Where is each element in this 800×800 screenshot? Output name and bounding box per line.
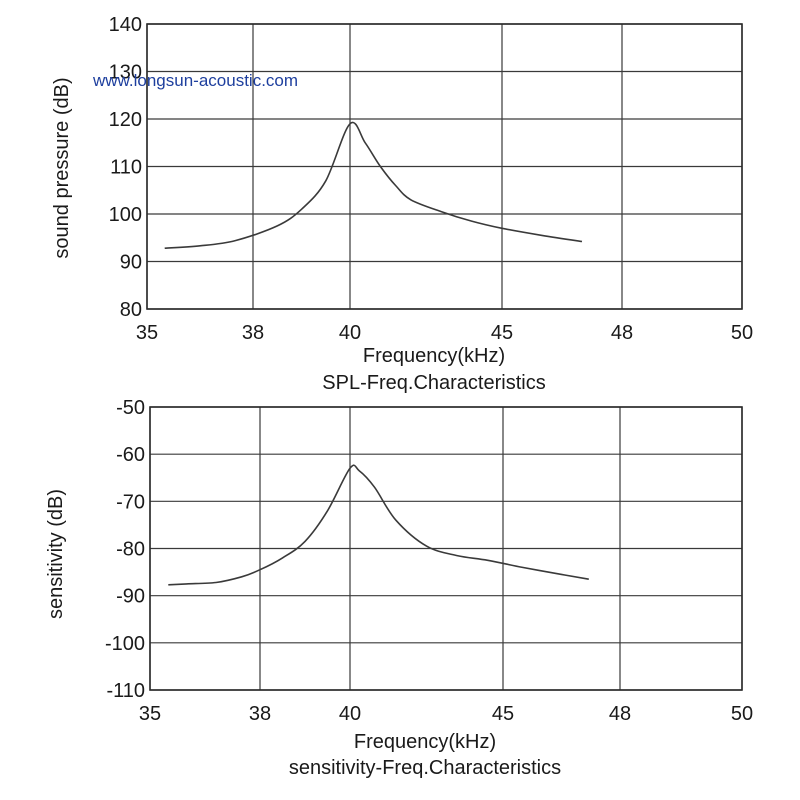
sensitivity-y-tick-label: -90 <box>116 586 145 608</box>
spl-x-ticks: 35 38 40 45 48 50 <box>136 322 753 344</box>
spl-y-ticks: 80 90 100 110 120 130 140 <box>109 14 142 321</box>
sensitivity-grid <box>149 406 743 691</box>
sensitivity-chart-title: sensitivity-Freq.Characteristics <box>289 757 561 779</box>
spl-chart: 35 38 40 45 48 50 80 90 100 110 120 130 140 Frequen… <box>51 14 753 394</box>
sensitivity-x-ticks: 35 38 40 45 48 50 <box>139 703 753 725</box>
spl-y-tick-label: 90 <box>120 252 142 274</box>
sensitivity-x-tick-label: 35 <box>139 703 161 725</box>
spl-y-axis-label: sound pressure (dB) <box>51 77 73 258</box>
sensitivity-chart: 35 38 40 45 48 50 -110 -100 -90 -80 -70 -60 -50 Fre… <box>45 397 753 779</box>
spl-y-tick-label: 110 <box>110 157 142 179</box>
spl-x-tick-label: 45 <box>491 322 513 344</box>
spl-y-tick-label: 80 <box>120 299 142 321</box>
spl-y-tick-label: 130 <box>109 62 142 84</box>
spl-x-tick-label: 50 <box>731 322 753 344</box>
spl-x-tick-label: 40 <box>339 322 361 344</box>
spl-x-tick-label: 35 <box>136 322 158 344</box>
sensitivity-x-tick-label: 40 <box>339 703 361 725</box>
watermark-text: www.longsun-acoustic.com <box>92 71 298 90</box>
sensitivity-x-tick-label: 38 <box>249 703 271 725</box>
spl-x-axis-label: Frequency(kHz) <box>363 345 505 367</box>
sensitivity-x-tick-label: 48 <box>609 703 631 725</box>
spl-grid <box>146 23 743 310</box>
spl-chart-title: SPL-Freq.Characteristics <box>322 372 545 394</box>
sensitivity-y-axis-label: sensitivity (dB) <box>45 489 67 619</box>
sensitivity-y-ticks: -110 -100 -90 -80 -70 -60 -50 <box>105 397 145 702</box>
sensitivity-y-tick-label: -110 <box>106 680 145 702</box>
sensitivity-x-axis-label: Frequency(kHz) <box>354 731 496 753</box>
spl-curve <box>164 121 583 249</box>
sensitivity-y-tick-label: -50 <box>116 397 145 419</box>
sensitivity-plot-frame <box>149 406 743 691</box>
spl-plot-frame <box>146 23 743 310</box>
sensitivity-y-tick-label: -80 <box>116 539 145 561</box>
spl-y-tick-label: 120 <box>109 109 142 131</box>
sensitivity-y-tick-label: -60 <box>116 444 145 466</box>
sensitivity-y-tick-label: -100 <box>105 633 145 655</box>
sensitivity-x-tick-label: 50 <box>731 703 753 725</box>
sensitivity-curve <box>168 464 589 586</box>
sensitivity-x-tick-label: 45 <box>492 703 514 725</box>
spl-y-tick-label: 140 <box>109 14 142 36</box>
spl-y-tick-label: 100 <box>109 204 142 226</box>
sensitivity-y-tick-label: -70 <box>116 491 145 513</box>
spl-x-tick-label: 48 <box>611 322 633 344</box>
spl-x-tick-label: 38 <box>242 322 264 344</box>
